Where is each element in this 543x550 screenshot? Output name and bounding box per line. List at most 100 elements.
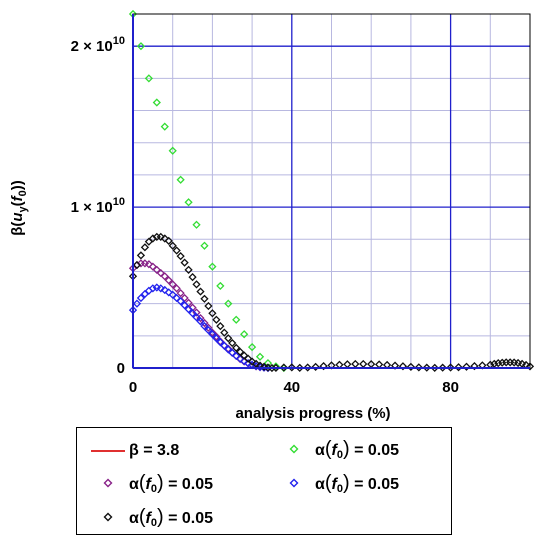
legend-symbol-black (103, 512, 113, 522)
data-point-black (136, 251, 146, 260)
legend-entry-beta: β = 3.8 (89, 440, 179, 462)
data-point-black (188, 272, 197, 282)
data-point-black (247, 357, 257, 366)
data-point-black (164, 236, 173, 246)
data-point-black (140, 243, 150, 252)
data-point-blue (180, 301, 189, 310)
legend-line-beta (91, 450, 125, 452)
data-point-green (208, 262, 217, 271)
data-point-black (319, 361, 328, 371)
data-point-green (184, 198, 193, 207)
legend-diamond-purple (103, 478, 113, 488)
data-point-blue (176, 297, 185, 306)
y-axis-label-text: β(uy(f0)) (9, 180, 29, 236)
data-point-blue (196, 317, 205, 326)
legend-label-purple: α(f0) = 0.05 (129, 471, 214, 495)
y-tick-label: 2 × 1010 (71, 35, 125, 55)
data-point-purple (184, 298, 193, 307)
data-point-green (232, 315, 241, 324)
data-point-green (271, 362, 281, 371)
series-layer (128, 9, 535, 373)
x-tick-label: 0 (129, 379, 137, 396)
data-point-black (132, 260, 142, 270)
data-point-black (212, 315, 221, 324)
legend-diamond-green (289, 444, 299, 454)
legend-label-beta: β = 3.8 (129, 442, 180, 459)
data-point-purple (168, 280, 177, 289)
data-point-blue (208, 330, 217, 339)
data-point-green (224, 299, 233, 308)
data-point-black (168, 241, 177, 250)
data-point-green (247, 342, 257, 352)
data-point-black (228, 338, 237, 348)
data-point-green (240, 330, 249, 339)
data-point-black (232, 343, 241, 353)
data-point-black (311, 362, 320, 371)
data-point-black (180, 258, 189, 267)
data-point-black (375, 360, 384, 369)
data-point-blue (220, 341, 229, 350)
x-tick-label: 40 (283, 379, 300, 396)
data-point-black (192, 280, 201, 289)
data-point-black (160, 234, 169, 243)
data-point-black (220, 328, 229, 337)
data-point-blue (132, 299, 142, 308)
legend-symbol-green (289, 444, 299, 454)
data-point-black (343, 360, 352, 369)
legend-label-black: α(f0) = 0.05 (129, 505, 214, 529)
data-point-black (438, 363, 447, 372)
data-point-blue (156, 284, 165, 293)
chart: 0 40 80 0 1 × 1010 2 × 1010 analysis progress… (9, 9, 535, 422)
data-point-green (255, 352, 265, 361)
legend-entry-blue: α(f0) = 0.05 (275, 471, 400, 495)
data-point-black (172, 246, 181, 255)
data-point-blue (204, 326, 213, 335)
legend-entry-purple: α(f0) = 0.05 (89, 471, 214, 495)
data-point-purple (176, 289, 185, 298)
y-tick-label: 1 × 1010 (71, 196, 125, 216)
data-point-blue (216, 338, 225, 347)
data-point-black (279, 363, 288, 372)
data-point-green (136, 42, 146, 51)
data-point-black (156, 232, 165, 241)
data-point-black (184, 265, 193, 274)
data-point-green (216, 281, 225, 291)
data-point-black (208, 309, 217, 318)
data-point-black (430, 363, 439, 372)
x-axis-label: analysis progress (%) (235, 405, 390, 422)
data-point-black (176, 252, 185, 261)
data-point-black (398, 362, 408, 371)
legend-label-green: α(f0) = 0.05 (315, 437, 400, 461)
data-point-black (406, 362, 416, 371)
data-point-blue (200, 322, 209, 331)
data-point-black (414, 363, 423, 372)
data-point-blue (136, 293, 146, 303)
data-point-blue (184, 305, 193, 314)
legend-symbol-purple (103, 478, 113, 488)
data-point-green (263, 359, 273, 368)
data-point-blue (164, 288, 173, 297)
data-point-black (525, 362, 535, 371)
data-point-black (236, 347, 245, 357)
legend-diamond-blue (289, 478, 299, 488)
axes (132, 13, 531, 369)
data-point-black (224, 334, 233, 343)
y-axis-label: β(uy(f0)) (9, 180, 29, 236)
data-point-green (176, 175, 185, 184)
data-point-black (196, 287, 205, 296)
data-point-black (271, 363, 281, 372)
data-point-green (192, 220, 201, 229)
legend-entry-black: α(f0) = 0.05 (89, 505, 214, 529)
data-point-black (446, 363, 455, 372)
data-point-black (359, 359, 368, 369)
legend-diamond-black (103, 512, 113, 522)
data-point-blue (188, 309, 197, 318)
y-tick-label: 0 (117, 360, 125, 377)
data-point-green (168, 146, 177, 155)
data-point-green (152, 98, 161, 107)
data-point-black (422, 363, 431, 372)
legend-label-blue: α(f0) = 0.05 (315, 471, 400, 495)
legend-entry-green: α(f0) = 0.05 (275, 437, 400, 461)
legend-symbol-blue (289, 478, 299, 488)
data-point-black (462, 362, 471, 371)
